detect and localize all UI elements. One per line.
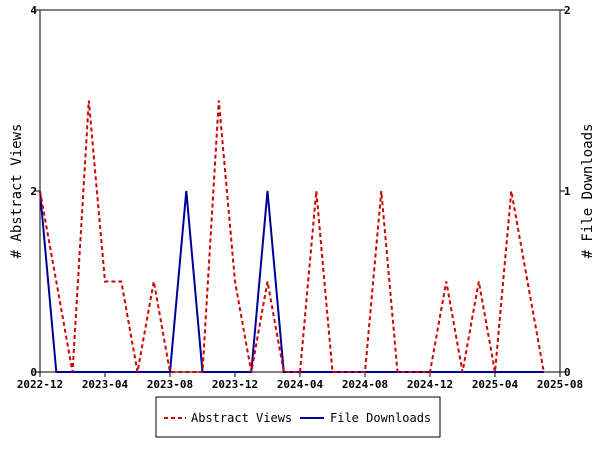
y-left-axis-title: # Abstract Views — [9, 124, 25, 259]
x-axis: 2022-12 2023-04 2023-08 2023-12 2024-04 2024-… — [17, 372, 583, 391]
x-tick-label: 2023-04 — [82, 378, 129, 391]
x-tick-label: 2023-08 — [147, 378, 193, 391]
y-right-axis: 0 1 2 — [560, 4, 571, 379]
y-right-axis-title: # File Downloads — [580, 124, 596, 259]
x-tick-label: 2025-04 — [472, 378, 519, 391]
series-layer — [39, 100, 545, 373]
legend: Abstract Views File Downloads — [155, 396, 441, 438]
series-line-abstract-views — [39, 100, 545, 373]
x-tick-label: 2024-12 — [407, 378, 453, 391]
y-left-axis: 0 2 4 — [30, 4, 40, 379]
y-left-tick-label: 2 — [30, 185, 37, 198]
x-tick-label: 2022-12 — [17, 378, 63, 391]
legend-label-file-downloads: File Downloads — [330, 411, 431, 425]
y-left-tick-label: 0 — [30, 366, 37, 379]
x-tick-label: 2023-12 — [212, 378, 258, 391]
x-tick-label: 2024-08 — [342, 378, 388, 391]
legend-label-abstract-views: Abstract Views — [191, 411, 292, 425]
legend-box — [155, 396, 441, 438]
y-right-tick-label: 1 — [564, 185, 571, 198]
series-line-file-downloads — [39, 190, 544, 373]
plot-area — [39, 9, 561, 373]
y-right-tick-label: 0 — [564, 366, 571, 379]
y-right-tick-label: 2 — [564, 4, 571, 17]
x-tick-label: 2025-08 — [537, 378, 583, 391]
y-left-tick-label: 4 — [30, 4, 37, 17]
x-tick-label: 2024-04 — [277, 378, 324, 391]
